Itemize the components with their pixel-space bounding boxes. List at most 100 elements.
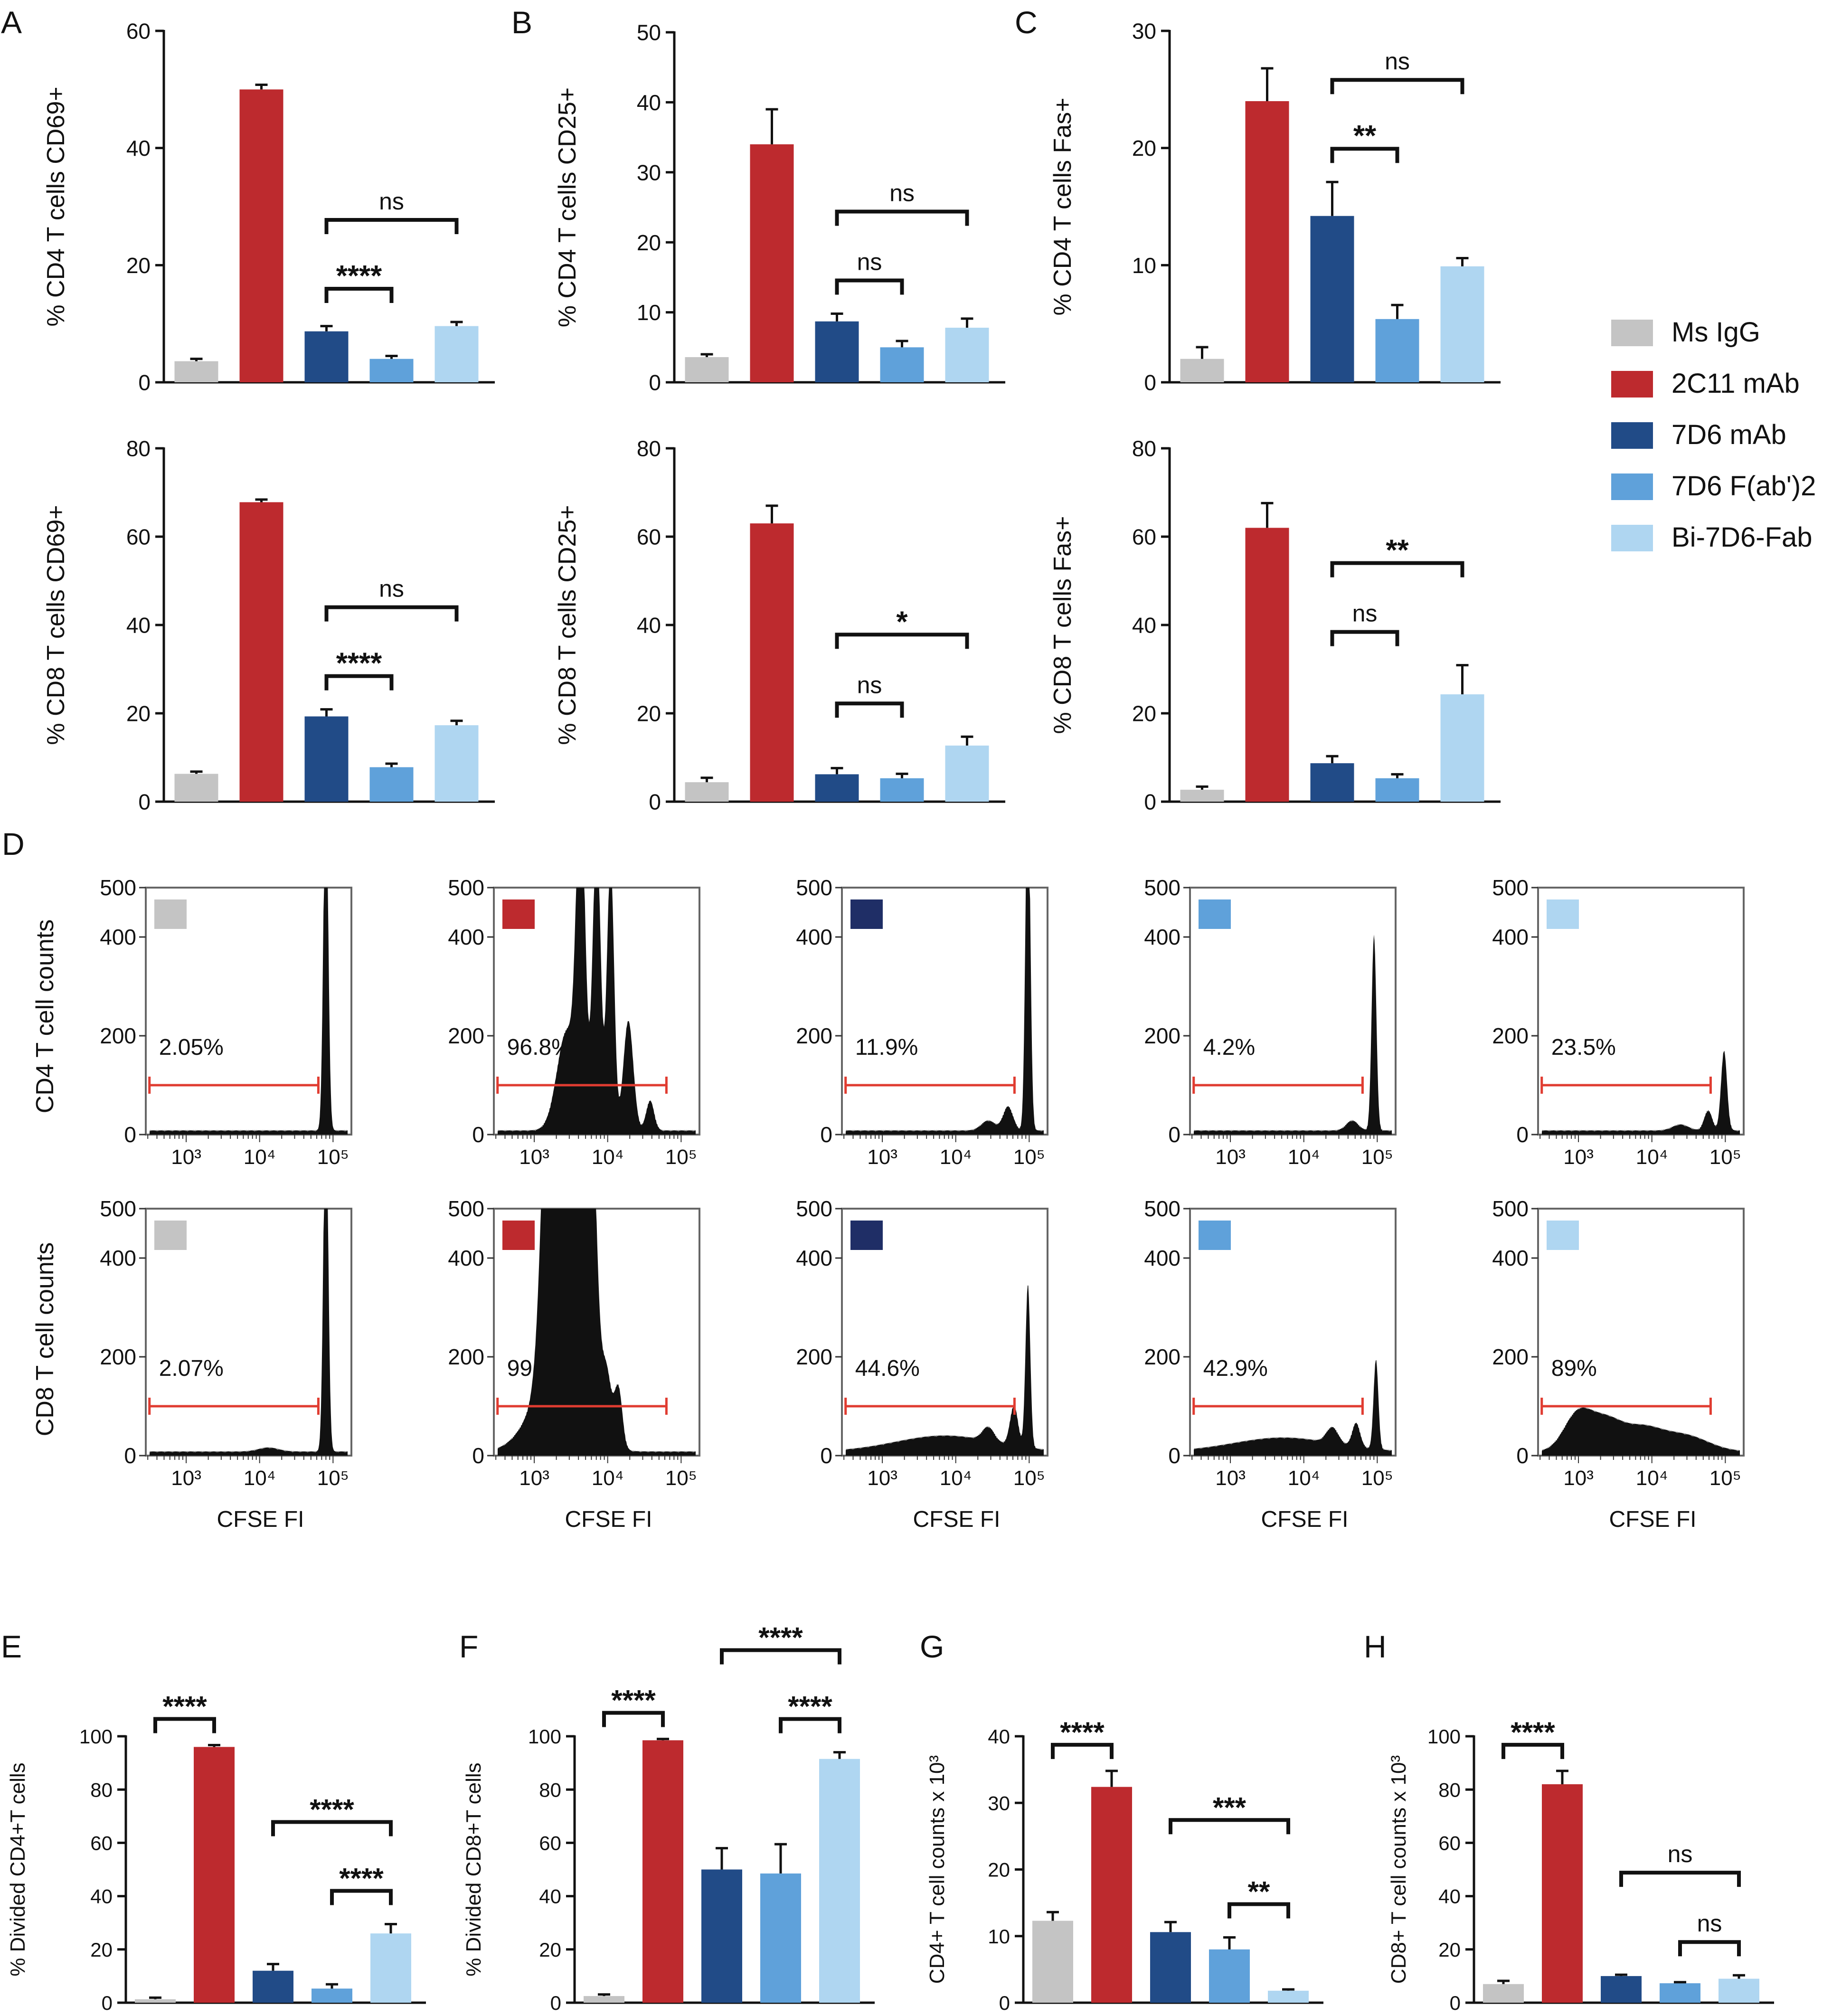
x-axis-label: CFSE FI: [1609, 1507, 1696, 1532]
significance-label: ns: [1697, 1910, 1722, 1937]
sample-color-square: [1547, 1221, 1579, 1250]
gate-percent: 11.9%: [855, 1035, 918, 1060]
significance-bracket: [1330, 630, 1399, 646]
y-axis-label: % CD4 T cells CD69+: [42, 86, 70, 326]
y-tick-label: 200: [796, 1344, 832, 1369]
bar-A-0: [174, 361, 218, 382]
bar-B2-4: [945, 745, 989, 802]
y-tick-label: 400: [448, 925, 484, 949]
panel-D-header: D CD4 T cell counts CD8 T cell counts: [2, 826, 59, 1436]
x-tick-label: 10³: [867, 1145, 897, 1169]
y-tick-label: 20: [90, 1939, 113, 1961]
y-tick-label: 0: [1450, 1992, 1461, 2014]
y-tick-label: 200: [1492, 1344, 1529, 1369]
y-tick-label: 400: [1492, 1246, 1529, 1270]
x-axis-label: CFSE FI: [565, 1507, 652, 1532]
y-tick-label: 500: [448, 1196, 484, 1221]
histogram-area: [1194, 1360, 1392, 1456]
bar-G-4: [1268, 1990, 1309, 2003]
y-tick-label: 500: [100, 875, 136, 900]
bar-C2-0: [1180, 789, 1224, 802]
bar-C2-3: [1375, 778, 1419, 802]
panel-letter: A: [1, 5, 22, 40]
x-tick-label: 10⁴: [1288, 1145, 1320, 1169]
x-tick-label: 10⁴: [244, 1467, 276, 1490]
legend-swatch: [1611, 371, 1653, 398]
y-tick-label: 40: [126, 613, 151, 638]
bar-B2-3: [880, 778, 924, 802]
significance-bracket: [1169, 1818, 1290, 1835]
significance-label: **: [1353, 120, 1377, 152]
y-axis-label: % Divided CD8+T cells: [462, 1762, 485, 1976]
sample-color-square: [154, 1221, 187, 1250]
significance-label: ns: [1385, 48, 1410, 75]
significance-label: ****: [1511, 1716, 1555, 1748]
significance-bracket: [1330, 147, 1399, 163]
y-axis-label: % CD8 T cells CD25+: [554, 505, 581, 745]
bar-E-2: [253, 1970, 293, 2003]
x-tick-label: 10³: [171, 1145, 201, 1169]
y-tick-label: 10: [988, 1925, 1010, 1948]
y-tick-label: 200: [796, 1023, 832, 1048]
bar-chart-E: 0 20 40 60 80 100 % Divided CD4+T cells E **** **…: [1, 1629, 426, 2014]
gate-percent: 2.05%: [159, 1035, 224, 1060]
significance-label: ****: [162, 1691, 207, 1723]
bar-G-3: [1209, 1949, 1250, 2003]
y-tick-label: 500: [1144, 875, 1180, 900]
y-tick-label: 0: [1144, 370, 1156, 395]
x-tick-label: 10⁴: [1288, 1467, 1320, 1490]
histogram-0-2: 0 200 400 500 10³ 10⁴ 10⁵ 11.9%: [796, 875, 1048, 1169]
histogram-0-4: 0 200 400 500 10³ 10⁴ 10⁵ 23.5%: [1492, 875, 1745, 1169]
y-tick-label: 0: [102, 1992, 113, 2014]
y-tick-label: 200: [1492, 1023, 1529, 1048]
bar-B-4: [945, 328, 989, 382]
y-tick-label: 400: [100, 1246, 136, 1270]
histogram-area: [498, 1209, 696, 1456]
y-tick-label: 40: [988, 1725, 1010, 1748]
bar-C-1: [1245, 101, 1289, 382]
y-tick-label: 400: [100, 925, 136, 949]
legend-label: 7D6 F(ab')2: [1671, 471, 1816, 502]
y-tick-label: 20: [988, 1859, 1010, 1881]
y-tick-label: 0: [1168, 1443, 1180, 1468]
y-tick-label: 200: [1144, 1344, 1180, 1369]
sample-color-square: [1547, 899, 1579, 929]
y-tick-label: 0: [999, 1992, 1010, 2014]
histogram-1-1: 0 200 400 500 10³ 10⁴ 10⁵ 99.2% CFSE FI: [448, 1196, 700, 1532]
gate-percent: 44.6%: [855, 1356, 920, 1381]
y-tick-label: 60: [539, 1832, 561, 1855]
y-tick-label: 0: [1516, 1443, 1529, 1468]
panel-letter: E: [1, 1629, 22, 1664]
y-tick-label: 400: [448, 1246, 484, 1270]
y-tick-label: 50: [637, 20, 661, 45]
bar-G-0: [1032, 1921, 1073, 2003]
y-tick-label: 400: [1144, 1246, 1180, 1270]
y-tick-label: 20: [539, 1939, 561, 1961]
x-tick-label: 10⁵: [1361, 1467, 1393, 1490]
significance-label: ns: [857, 672, 882, 698]
bar-C-0: [1180, 359, 1224, 382]
y-tick-label: 500: [796, 875, 832, 900]
significance-label: ns: [889, 180, 915, 207]
bar-A2-1: [239, 502, 283, 802]
significance-label: ns: [379, 188, 404, 215]
significance-bracket: [1678, 1940, 1741, 1957]
y-tick-label: 20: [1132, 136, 1156, 161]
bar-chart-F: 0 20 40 60 80 100 % Divided CD8+T cells F **** **…: [459, 1622, 875, 2014]
y-tick-label: 0: [1516, 1122, 1529, 1147]
y-tick-label: 20: [1132, 701, 1156, 726]
y-axis-label: CD4 T cell counts: [31, 919, 59, 1113]
bar-C-4: [1440, 266, 1484, 382]
bar-C-3: [1375, 319, 1419, 382]
y-tick-label: 80: [90, 1779, 113, 1801]
y-tick-label: 0: [649, 790, 661, 814]
legend-swatch: [1611, 473, 1653, 500]
sample-color-square: [502, 899, 535, 929]
bar-H-0: [1483, 1984, 1524, 2003]
panel-letter: G: [920, 1629, 944, 1664]
x-tick-label: 10³: [1563, 1467, 1594, 1490]
x-axis-label: CFSE FI: [217, 1507, 304, 1532]
gate-percent: 96.8%: [507, 1035, 572, 1060]
